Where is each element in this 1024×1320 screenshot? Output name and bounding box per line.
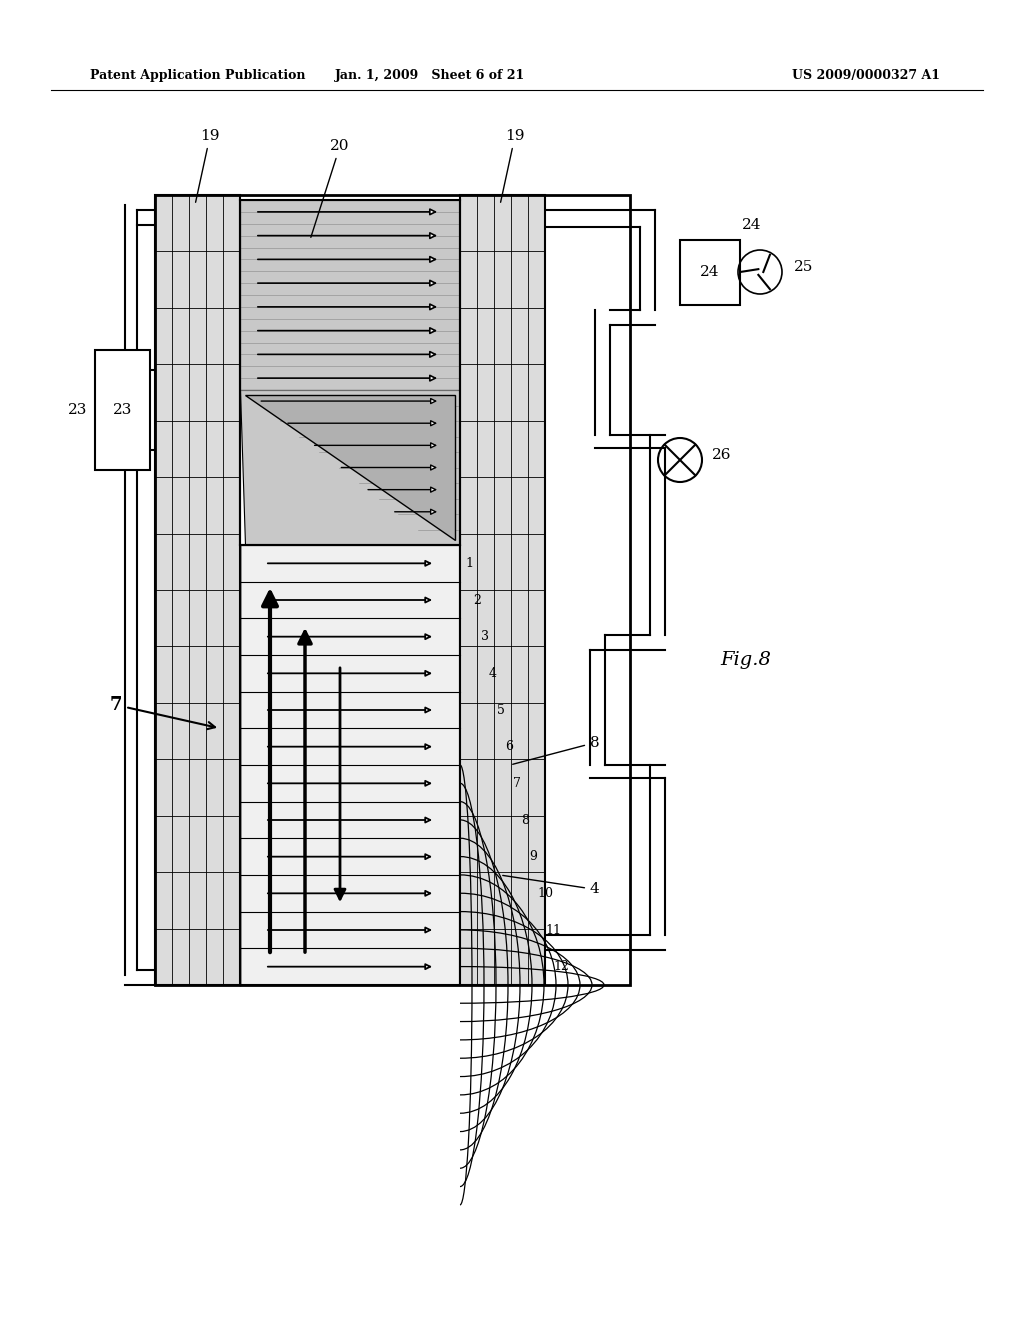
Text: 12: 12 [553, 960, 569, 973]
Polygon shape [240, 389, 460, 545]
Text: Patent Application Publication: Patent Application Publication [90, 69, 305, 82]
Text: 19: 19 [196, 129, 220, 202]
Text: 24: 24 [742, 218, 762, 232]
Text: 7: 7 [513, 777, 521, 789]
Bar [460, 195, 545, 985]
Text: 20: 20 [311, 139, 350, 238]
Text: Jan. 1, 2009   Sheet 6 of 21: Jan. 1, 2009 Sheet 6 of 21 [335, 69, 525, 82]
Bar [155, 195, 630, 985]
Text: 2: 2 [473, 594, 481, 606]
Bar [240, 201, 460, 389]
Text: 6: 6 [505, 741, 513, 754]
Text: 8: 8 [513, 735, 600, 764]
Text: Fig.8: Fig.8 [720, 651, 771, 669]
Text: 23: 23 [113, 403, 132, 417]
Bar [680, 240, 740, 305]
Text: 11: 11 [545, 924, 561, 936]
Text: 4: 4 [489, 667, 497, 680]
Text: 3: 3 [481, 630, 489, 643]
Text: 8: 8 [521, 813, 529, 826]
Text: 25: 25 [794, 260, 813, 275]
Text: 24: 24 [700, 265, 720, 280]
Text: 7: 7 [110, 696, 215, 729]
Polygon shape [245, 395, 455, 540]
Text: 5: 5 [497, 704, 505, 717]
Text: 19: 19 [501, 129, 524, 202]
Text: 1: 1 [465, 557, 473, 570]
Bar [155, 195, 240, 985]
Text: 10: 10 [537, 887, 553, 900]
Text: 4: 4 [503, 875, 600, 896]
Bar [240, 545, 460, 985]
Text: 9: 9 [529, 850, 537, 863]
Text: 23: 23 [68, 403, 87, 417]
Bar [95, 350, 150, 470]
Text: US 2009/0000327 A1: US 2009/0000327 A1 [792, 69, 940, 82]
Text: 26: 26 [712, 447, 731, 462]
